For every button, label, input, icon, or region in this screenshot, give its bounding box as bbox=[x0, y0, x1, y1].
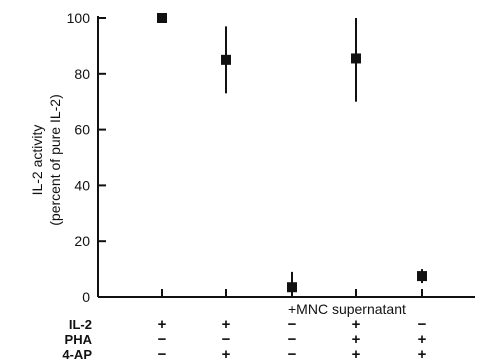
condition-sign: − bbox=[418, 316, 427, 333]
data-point bbox=[287, 282, 297, 293]
condition-label: IL-2 bbox=[69, 317, 92, 332]
error-bars bbox=[225, 18, 423, 297]
data-points bbox=[157, 13, 427, 293]
condition-sign: + bbox=[352, 331, 361, 348]
y-axis-title-line2: (percent of pure IL-2) bbox=[47, 94, 63, 226]
condition-table: IL-2 + + − + −PHA − − − + +4-AP − + − + + bbox=[62, 316, 426, 363]
annotation-group: +MNC supernatant bbox=[282, 296, 446, 317]
y-tick-label: 0 bbox=[82, 289, 90, 305]
y-tick-label: 80 bbox=[74, 66, 90, 82]
condition-sign: + bbox=[222, 316, 231, 333]
condition-sign: − bbox=[288, 316, 297, 333]
condition-sign: − bbox=[158, 331, 167, 348]
axes: 0 20 40 60 80 100 bbox=[67, 10, 475, 305]
y-axis-title-line1: IL-2 activity bbox=[29, 125, 45, 196]
condition-sign: + bbox=[352, 346, 361, 363]
condition-label: 4-AP bbox=[62, 347, 92, 362]
condition-sign: − bbox=[158, 346, 167, 363]
annotation-text: +MNC supernatant bbox=[288, 301, 406, 317]
condition-label: PHA bbox=[65, 332, 93, 347]
condition-sign: − bbox=[222, 331, 231, 348]
condition-sign: + bbox=[418, 346, 427, 363]
condition-sign: + bbox=[352, 316, 361, 333]
condition-sign: + bbox=[222, 346, 231, 363]
data-point bbox=[417, 271, 427, 282]
data-point bbox=[221, 54, 231, 65]
condition-sign: − bbox=[288, 331, 297, 348]
y-tick-label: 40 bbox=[74, 177, 90, 193]
condition-sign: + bbox=[158, 316, 167, 333]
y-tick-label: 20 bbox=[74, 233, 90, 249]
condition-sign: + bbox=[418, 331, 427, 348]
data-point bbox=[351, 53, 361, 64]
y-tick-label: 100 bbox=[67, 10, 91, 26]
y-tick-label: 60 bbox=[74, 122, 90, 138]
data-point bbox=[157, 13, 167, 23]
condition-sign: − bbox=[288, 346, 297, 363]
